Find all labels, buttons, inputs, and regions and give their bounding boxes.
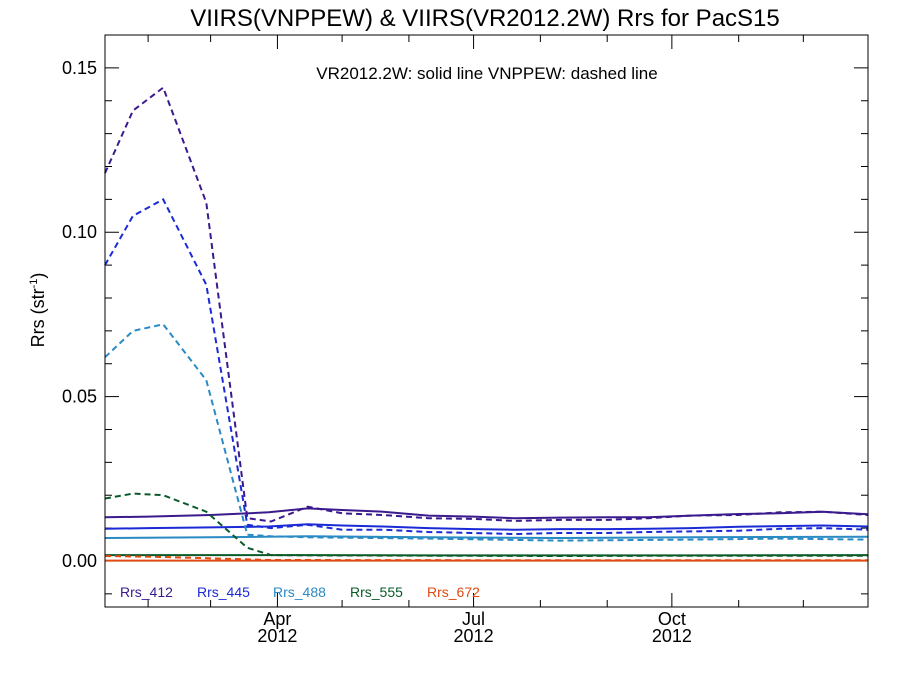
rrs-445-solid-line (104, 523, 869, 531)
legend-item-rrs-412: Rrs_412 (120, 584, 173, 600)
y-tick-label: 0.05 (62, 387, 97, 407)
series-lines (104, 85, 869, 562)
x-tick-year-label: 2012 (257, 626, 297, 646)
plot-frame (104, 34, 869, 608)
rrs-445-dashed-line (104, 198, 869, 536)
x-tick-year-label: 2012 (454, 626, 494, 646)
x-tick-month-label: Apr (263, 609, 291, 629)
y-tick-label: 0.00 (62, 551, 97, 571)
y-tick-label: 0.15 (62, 58, 97, 78)
chart-title: VIIRS(VNPPEW) & VIIRS(VR2012.2W) Rrs for… (190, 5, 780, 32)
legend-item-rrs-672: Rrs_672 (427, 584, 480, 600)
y-tick-label: 0.10 (62, 222, 97, 242)
y-axis-label-text: Rrs (str (28, 288, 48, 347)
x-tick-month-label: Jul (462, 609, 485, 629)
legend: Rrs_412 Rrs_445 Rrs_488 Rrs_555 Rrs_672 (120, 584, 480, 600)
x-tick-year-label: 2012 (652, 626, 692, 646)
y-axis-label: Rrs (str-1) (28, 273, 48, 348)
legend-item-rrs-445: Rrs_445 (197, 584, 250, 600)
legend-item-rrs-555: Rrs_555 (350, 584, 403, 600)
rrs-412-dashed-line (104, 85, 869, 523)
line-style-annotation: VR2012.2W: solid line VNPPEW: dashed lin… (316, 64, 657, 83)
rrs-488-solid-line (104, 535, 869, 540)
legend-item-rrs-488: Rrs_488 (273, 584, 326, 600)
y-axis-label-close: ) (28, 273, 48, 279)
rrs-488-dashed-line (104, 323, 869, 542)
rrs-412-solid-line (104, 507, 869, 520)
rrs-555-dashed-line (104, 492, 868, 558)
x-tick-month-label: Oct (658, 609, 686, 629)
svg-text:Rrs (str-1): Rrs (str-1) (28, 273, 48, 348)
y-axis-label-superscript: -1 (28, 279, 40, 289)
